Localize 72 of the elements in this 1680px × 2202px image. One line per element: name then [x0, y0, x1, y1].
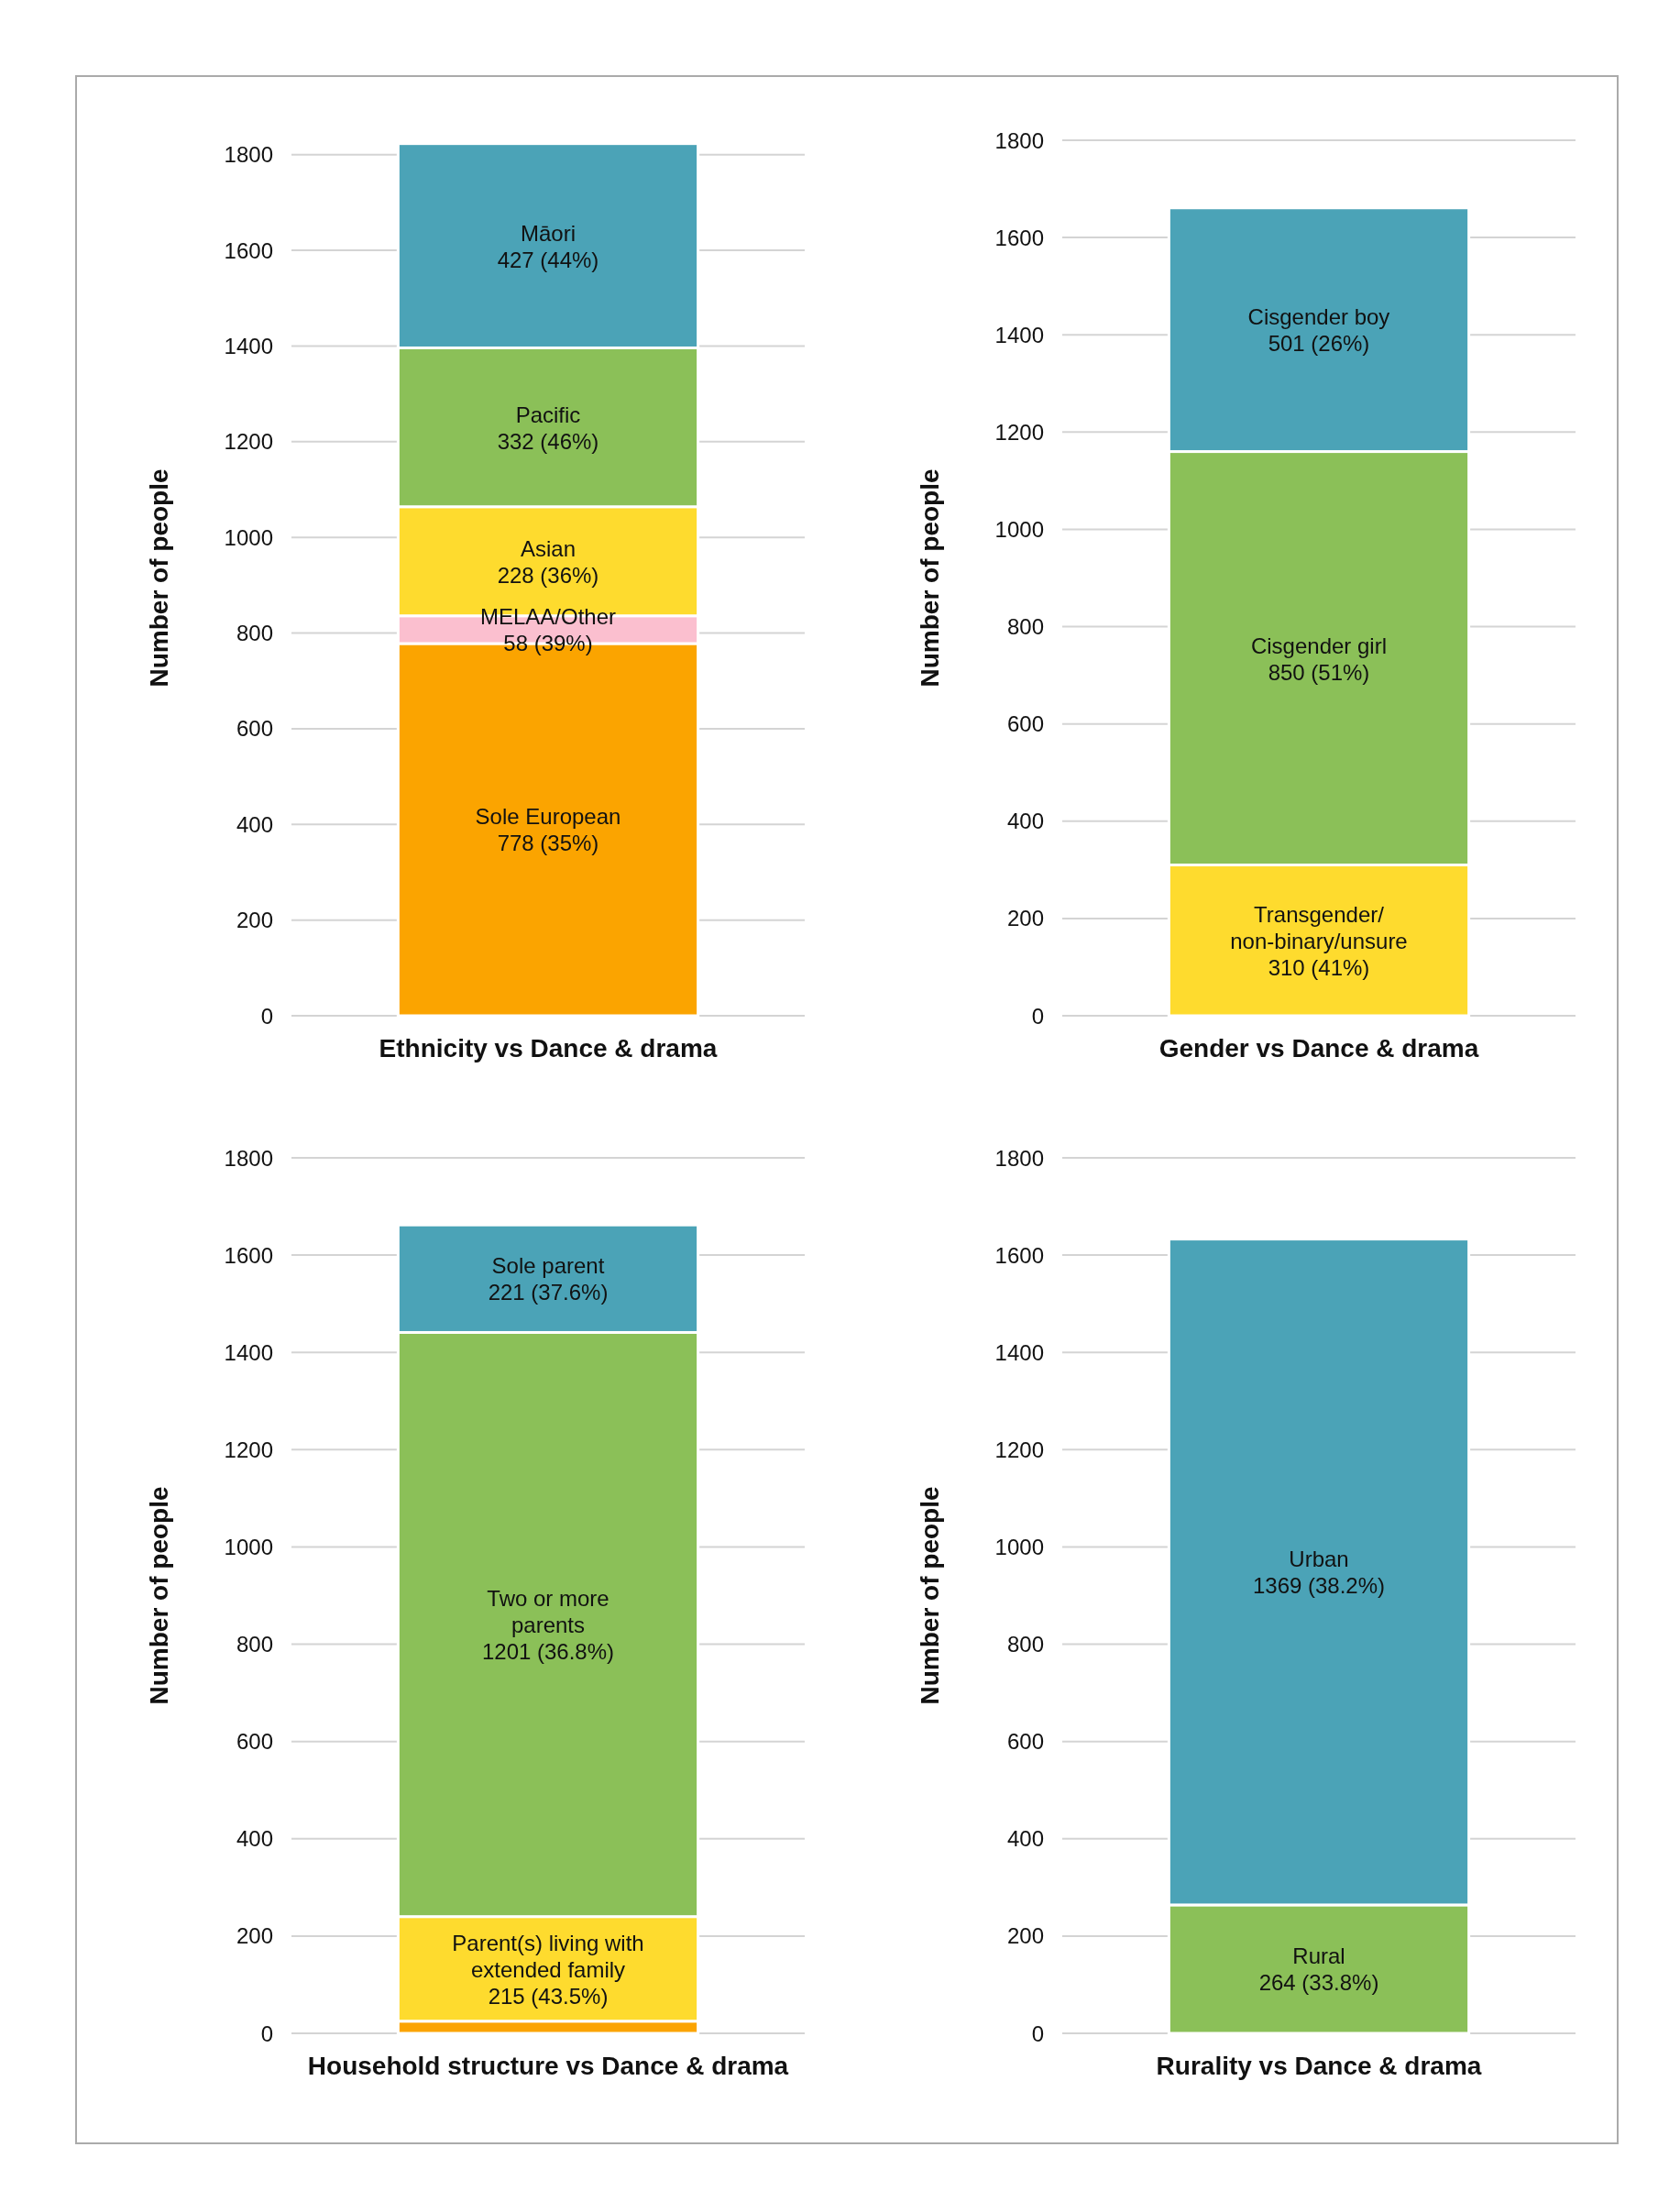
y-tick-label: 1600 — [224, 237, 273, 263]
y-tick-label: 1000 — [994, 1534, 1044, 1559]
data-label: 427 (44%) — [497, 247, 599, 272]
y-tick-label: 0 — [260, 2020, 273, 2046]
y-tick-label: 200 — [236, 908, 273, 933]
y-tick-label: 1200 — [994, 419, 1044, 445]
y-tick-label: 0 — [260, 1003, 273, 1029]
y-tick-label: 0 — [1031, 2020, 1044, 2046]
series-label: Sole European — [475, 804, 621, 829]
data-label: 332 (46%) — [497, 428, 599, 454]
series-label: Two or more parents — [487, 1585, 609, 1637]
y-tick-label: 600 — [1006, 711, 1044, 737]
y-tick-label: 200 — [236, 1923, 273, 1949]
x-axis-title: Rurality vs Dance & drama — [1156, 2052, 1482, 2080]
y-axis-title: Number of people — [916, 1486, 944, 1705]
y-tick-label: 600 — [1006, 1729, 1044, 1755]
y-tick-label: 400 — [236, 811, 273, 837]
y-tick-label: 1200 — [224, 1437, 273, 1462]
y-axis-title: Number of people — [145, 1486, 173, 1705]
y-tick-label: 600 — [236, 1729, 273, 1755]
data-label: 215 (43.5%) — [488, 1983, 609, 2009]
y-tick-label: 1800 — [994, 127, 1044, 153]
y-tick-label: 1000 — [994, 516, 1044, 542]
x-axis-title: Ethnicity vs Dance & drama — [379, 1034, 718, 1062]
y-tick-label: 1400 — [224, 1339, 273, 1365]
y-axis-title: Number of people — [916, 468, 944, 688]
data-label: 1369 (38.2%) — [1252, 1572, 1386, 1598]
y-tick-label: 1400 — [994, 322, 1044, 347]
data-label: 850 (51%) — [1268, 659, 1370, 685]
x-axis-title: Household structure vs Dance & drama — [307, 2052, 789, 2080]
y-tick-label: 0 — [1031, 1003, 1044, 1029]
y-tick-label: 1000 — [224, 1534, 273, 1559]
y-tick-label: 200 — [1006, 1923, 1044, 1949]
y-tick-label: 1600 — [224, 1242, 273, 1268]
data-label: 221 (37.6%) — [488, 1279, 609, 1305]
y-tick-label: 1800 — [994, 1145, 1044, 1171]
series-label: Transgender/ non-binary/unsure — [1230, 901, 1408, 953]
y-tick-label: 600 — [236, 716, 273, 742]
y-tick-label: 200 — [1006, 906, 1044, 931]
series-label: Rural — [1292, 1943, 1345, 1968]
data-label: 778 (35%) — [497, 831, 599, 855]
y-tick-label: 1400 — [224, 333, 273, 358]
y-tick-label: 1400 — [994, 1339, 1044, 1365]
series-label: Pacific — [515, 402, 581, 427]
y-tick-label: 800 — [1006, 614, 1044, 640]
data-label: 1201 (36.8%) — [481, 1638, 615, 1664]
data-label: 228 (36%) — [497, 562, 599, 588]
series-label: Cisgender boy — [1247, 303, 1390, 329]
y-tick-label: 1800 — [224, 142, 273, 168]
x-axis-title: Gender vs Dance & drama — [1158, 1034, 1479, 1062]
y-tick-label: 1000 — [224, 524, 273, 550]
y-tick-label: 400 — [1006, 809, 1044, 834]
data-label: 501 (26%) — [1268, 330, 1370, 356]
series-label: Māori — [520, 220, 576, 246]
data-label: 310 (41%) — [1268, 954, 1370, 980]
series-label: Urban — [1289, 1546, 1349, 1571]
series-label: Parent(s) living with extended family — [452, 1930, 644, 1982]
y-tick-label: 1800 — [224, 1145, 273, 1171]
series-label: Sole parent — [491, 1252, 605, 1278]
y-tick-label: 400 — [236, 1826, 273, 1852]
y-tick-label: 1600 — [994, 225, 1044, 250]
y-tick-label: 800 — [236, 1632, 273, 1657]
y-axis-title: Number of people — [145, 468, 173, 688]
y-tick-label: 1200 — [224, 429, 273, 455]
y-tick-label: 1200 — [994, 1437, 1044, 1462]
y-tick-label: 800 — [1006, 1632, 1044, 1657]
y-tick-label: 400 — [1006, 1826, 1044, 1852]
data-label: 264 (33.8%) — [1258, 1969, 1379, 1995]
y-tick-label: 1600 — [994, 1242, 1044, 1268]
series-label: Asian — [520, 535, 576, 561]
y-tick-label: 800 — [236, 621, 273, 646]
series-label: Cisgender girl — [1250, 633, 1388, 658]
